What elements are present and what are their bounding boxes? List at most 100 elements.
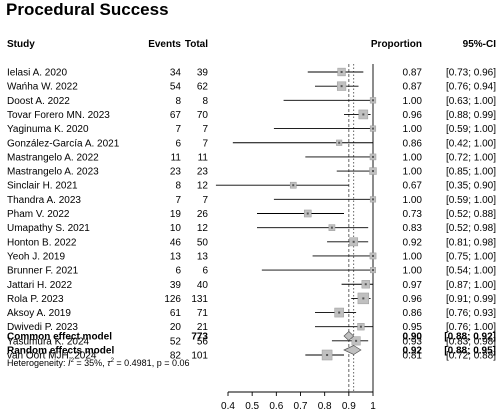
heterogeneity-text: Heterogeneity: I2 = 35%, τ2 = 0.4981, p … [7, 358, 189, 368]
study-name: Yeoh J. 2019 [7, 251, 65, 262]
study-point [340, 85, 343, 88]
study-events: 7 [175, 124, 181, 135]
study-total: 131 [191, 294, 208, 305]
study-name: Mastrangelo A. 2023 [7, 167, 99, 178]
study-proportion: 0.96 [403, 294, 423, 305]
study-ci: [0.88; 0.99] [446, 110, 496, 121]
study-ci: [0.81; 0.98] [446, 237, 496, 248]
study-proportion: 1.00 [403, 124, 423, 135]
study-ci: [0.76; 0.93] [446, 308, 496, 319]
study-point [340, 71, 343, 73]
study-point [292, 184, 295, 187]
study-ci: [0.54; 1.00] [446, 266, 496, 277]
study-proportion: 1.00 [403, 251, 423, 262]
study-events: 67 [170, 110, 182, 121]
study-ci: [0.59; 1.00] [446, 195, 496, 206]
study-proportion: 0.86 [403, 138, 423, 149]
study-total: 7 [202, 124, 208, 135]
x-tick-label: 1 [370, 401, 376, 411]
study-proportion: 1.00 [403, 152, 423, 163]
study-events: 54 [170, 82, 182, 93]
study-proportion: 0.83 [403, 223, 423, 234]
study-name: Tovar Forero MN. 2023 [7, 110, 110, 121]
study-total: 12 [197, 223, 209, 234]
study-ci: [0.76; 1.00] [446, 322, 496, 333]
study-proportion: 0.81 [403, 351, 423, 362]
study-events: 61 [170, 308, 182, 319]
x-tick-label: 0.7 [294, 401, 308, 411]
study-ci: [0.76; 0.94] [446, 82, 496, 93]
study-point [364, 283, 367, 286]
study-ci: [0.91; 0.99] [446, 294, 496, 305]
study-ci: [0.63; 1.00] [446, 96, 496, 107]
common-model-proportion: 0.90 [403, 332, 423, 343]
study-point [372, 127, 374, 130]
study-events: 20 [170, 322, 182, 333]
x-tick-label: 0.4 [221, 401, 235, 411]
header-ci: 95%-CI [463, 39, 497, 50]
study-point [355, 339, 358, 342]
study-name: Yasumura K. 2024 [7, 336, 90, 347]
study-ci: [0.35; 0.90] [446, 181, 496, 192]
study-name: Jattari H. 2022 [7, 280, 72, 291]
study-name: Mastrangelo A. 2022 [7, 152, 99, 163]
study-ci: [0.72; 1.00] [446, 152, 496, 163]
study-total: 8 [202, 96, 208, 107]
study-ci: [0.59; 1.00] [446, 124, 496, 135]
study-proportion: 0.67 [403, 181, 423, 192]
study-proportion: 0.92 [403, 237, 423, 248]
study-name: Brunner F. 2021 [7, 266, 79, 277]
common-model-total: 773 [191, 332, 208, 343]
study-proportion: 0.95 [403, 322, 423, 333]
common-model-ci: [0.88; 0.92] [444, 332, 496, 343]
study-events: 23 [170, 167, 182, 178]
study-events: 19 [170, 209, 182, 220]
study-name: Aksoy A. 2019 [7, 308, 71, 319]
study-point [326, 354, 329, 356]
chart-title: Procedural Success [6, 0, 169, 19]
study-events: 52 [170, 336, 182, 347]
study-events: 11 [171, 152, 182, 163]
study-total: 39 [197, 68, 209, 79]
study-total: 11 [198, 152, 209, 163]
study-point [330, 226, 333, 229]
study-proportion: 1.00 [403, 195, 423, 206]
study-total: 21 [197, 322, 209, 333]
header-study: Study [7, 39, 35, 50]
x-tick-label: 0.5 [245, 401, 259, 411]
study-name: van Oort MJH. 2024 [7, 351, 97, 362]
study-proportion: 0.86 [403, 308, 423, 319]
study-ci: [0.72; 0.88] [446, 351, 496, 362]
study-point [352, 240, 355, 243]
common-model-diamond [343, 331, 355, 341]
study-point [362, 113, 365, 116]
random-model-proportion: 0.92 [403, 346, 423, 357]
study-name: Wańha W. 2022 [7, 82, 78, 93]
study-events: 46 [170, 237, 182, 248]
study-point [372, 155, 374, 158]
random-model-ci: [0.88; 0.95] [444, 346, 496, 357]
study-events: 82 [170, 351, 182, 362]
study-total: 7 [202, 195, 208, 206]
study-point [372, 99, 374, 102]
study-name: Sinclair H. 2021 [7, 181, 78, 192]
study-proportion: 0.96 [403, 110, 423, 121]
study-point [338, 141, 341, 144]
study-point [372, 269, 374, 272]
study-ci: [0.85; 1.00] [446, 167, 496, 178]
study-name: Yaginuma K. 2020 [7, 124, 89, 135]
study-proportion: 0.93 [403, 336, 423, 347]
study-name: González-García A. 2021 [7, 138, 120, 149]
header-proportion: Proportion [371, 39, 422, 50]
study-proportion: 0.97 [403, 280, 423, 291]
study-total: 23 [197, 167, 209, 178]
study-point [372, 170, 374, 173]
study-total: 71 [197, 308, 209, 319]
study-point [359, 325, 362, 328]
study-events: 10 [170, 223, 182, 234]
study-ci: [0.75; 1.00] [446, 251, 496, 262]
study-name: Umapathy S. 2021 [7, 223, 90, 234]
study-total: 13 [197, 251, 209, 262]
study-ci: [0.73; 0.96] [446, 68, 496, 79]
